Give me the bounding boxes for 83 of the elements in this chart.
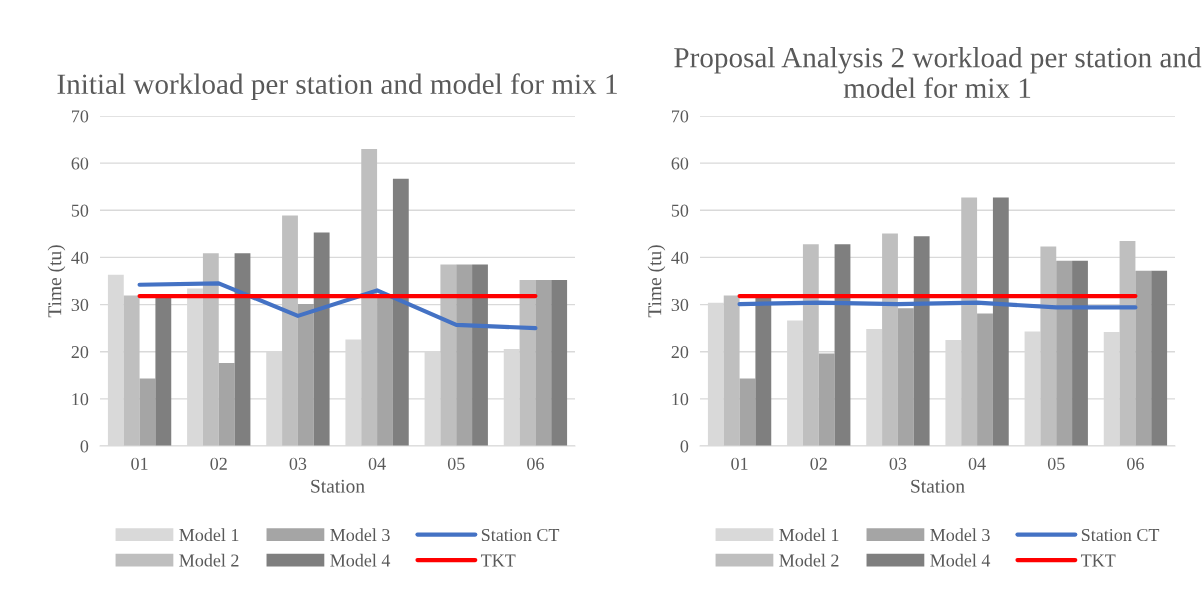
y-tick-label: 50 — [671, 204, 689, 217]
y-tick-label: 60 — [71, 157, 89, 170]
bar — [992, 197, 1009, 446]
legend-label: TKT — [1081, 554, 1116, 567]
x-tick-label: 06 — [527, 457, 544, 470]
legend-label: Model 2 — [779, 553, 839, 567]
x-tick-label: 04 — [368, 457, 386, 470]
y-tick-label: 20 — [71, 345, 89, 359]
bar — [834, 244, 851, 446]
bar — [1151, 270, 1168, 446]
bar — [202, 253, 219, 446]
y-tick-label: 10 — [72, 393, 89, 406]
y-tick-label: 10 — [672, 393, 689, 406]
bar — [297, 304, 314, 446]
bar — [897, 308, 914, 446]
bar — [123, 295, 140, 446]
legend-label: Model 1 — [179, 528, 239, 542]
y-tick-label: 70 — [72, 110, 89, 123]
bar — [139, 378, 156, 446]
legend-label: Model 1 — [779, 528, 839, 542]
bar — [155, 295, 172, 446]
bar — [440, 264, 457, 446]
bar — [1135, 270, 1152, 446]
y-tick-label: 20 — [671, 345, 689, 359]
x-tick-label: 02 — [210, 457, 227, 470]
bar — [739, 378, 756, 446]
bar — [818, 353, 835, 446]
bar — [218, 363, 235, 446]
bar — [313, 232, 330, 446]
chart-title: Proposal Analysis 2 workload per station and model for mix 1 — [674, 47, 1202, 99]
y-tick-label: 60 — [671, 157, 689, 170]
y-tick-label: 0 — [680, 440, 689, 453]
line-series — [137, 281, 538, 331]
legend-label: Model 3 — [930, 528, 990, 542]
bar — [802, 244, 819, 446]
y-axis-title: Time (tu) — [647, 245, 666, 318]
legend-label: Model 3 — [330, 528, 390, 542]
y-tick-label: 30 — [671, 298, 689, 312]
bar — [519, 280, 536, 446]
y-tick-label: 0 — [80, 440, 89, 453]
bar — [1072, 260, 1088, 446]
bar — [723, 295, 740, 446]
x-axis-title: Station — [311, 479, 365, 493]
bar — [361, 149, 378, 446]
bar — [456, 264, 473, 446]
bar — [755, 295, 772, 446]
y-axis-title: Time (tu) — [47, 245, 66, 318]
bar — [977, 313, 993, 446]
y-tick-label: 70 — [672, 110, 689, 123]
legend-label: Model 4 — [930, 553, 991, 567]
x-axis-title: Station — [911, 479, 965, 493]
bar — [234, 253, 251, 446]
bar — [535, 280, 552, 446]
bar — [1040, 246, 1057, 446]
bar — [377, 295, 393, 446]
bar — [282, 215, 298, 446]
bar — [913, 236, 930, 446]
x-tick-label: 03 — [889, 457, 907, 470]
y-tick-label: 30 — [71, 298, 89, 312]
y-tick-label: 50 — [71, 204, 89, 217]
x-tick-label: 06 — [1127, 457, 1144, 470]
bar — [551, 280, 568, 446]
legend-label: Station CT — [481, 528, 560, 542]
y-tick-label: 40 — [671, 251, 689, 264]
bar — [882, 233, 898, 446]
bar — [392, 178, 409, 446]
x-tick-label: 01 — [131, 457, 148, 470]
legend-label: Station CT — [1081, 528, 1160, 542]
bar — [1119, 240, 1136, 446]
chart-title: Initial workload per station and model for mix 1 — [57, 73, 617, 100]
bar — [961, 197, 978, 446]
legend-label: Model 4 — [330, 553, 391, 567]
legend-label: TKT — [481, 554, 516, 567]
x-tick-label: 01 — [731, 457, 748, 470]
bar — [1056, 260, 1073, 446]
x-tick-label: 05 — [1047, 457, 1065, 470]
x-tick-label: 02 — [810, 457, 827, 470]
bar — [472, 264, 488, 446]
legend-label: Model 2 — [179, 553, 239, 567]
x-tick-label: 05 — [447, 457, 465, 470]
y-tick-label: 40 — [71, 251, 89, 264]
x-tick-label: 03 — [289, 457, 307, 470]
x-tick-label: 04 — [968, 457, 986, 470]
